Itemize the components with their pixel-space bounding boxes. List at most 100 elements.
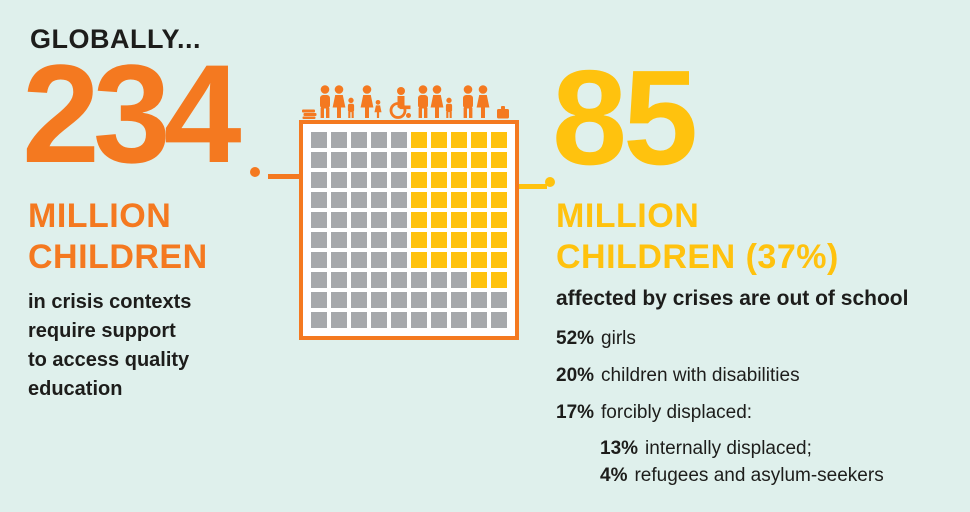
waffle-cell-highlighted bbox=[491, 212, 507, 228]
waffle-cell-base bbox=[391, 152, 407, 168]
text-line: in crisis contexts bbox=[28, 291, 192, 313]
waffle-cell-highlighted bbox=[431, 132, 447, 148]
child-figure-icon bbox=[347, 97, 355, 118]
waffle-cell-base bbox=[371, 292, 387, 308]
child-figure-icon bbox=[374, 99, 382, 118]
wheelchair-user-icon bbox=[389, 87, 411, 119]
waffle-cell-base bbox=[331, 252, 347, 268]
adult-figure-icon bbox=[332, 85, 346, 118]
waffle-cell-base bbox=[371, 252, 387, 268]
waffle-cell-highlighted bbox=[431, 192, 447, 208]
waffle-cell-base bbox=[451, 292, 467, 308]
right-stat-unit-line1: MILLION bbox=[556, 197, 700, 235]
waffle-cell-highlighted bbox=[431, 252, 447, 268]
waffle-cell-base bbox=[451, 312, 467, 328]
breakdown-item: 13% internally displaced; bbox=[600, 437, 884, 461]
waffle-cell-highlighted bbox=[491, 132, 507, 148]
waffle-cell-base bbox=[351, 132, 367, 148]
text-line: education bbox=[28, 378, 123, 400]
waffle-cell-highlighted bbox=[411, 192, 427, 208]
waffle-cell-highlighted bbox=[471, 152, 487, 168]
waffle-cell-base bbox=[331, 212, 347, 228]
waffle-cell-highlighted bbox=[491, 252, 507, 268]
adult-figure-icon bbox=[320, 85, 330, 118]
waffle-cell-highlighted bbox=[431, 172, 447, 188]
breakdown-percent: 20% bbox=[556, 364, 595, 386]
breakdown-percent: 17% bbox=[556, 401, 595, 423]
waffle-cell-base bbox=[351, 172, 367, 188]
suitcase-icon bbox=[497, 106, 509, 119]
breakdown-label: forcibly displaced: bbox=[601, 401, 753, 423]
adult-figure-icon bbox=[430, 85, 444, 118]
adult-figure-icon bbox=[463, 85, 473, 118]
waffle-cell-base bbox=[391, 172, 407, 188]
waffle-cell-base bbox=[311, 132, 327, 148]
waffle-cell-base bbox=[331, 272, 347, 288]
text-line: to access quality bbox=[28, 349, 190, 371]
waffle-cell-base bbox=[311, 212, 327, 228]
page-title: GLOBALLY... bbox=[30, 24, 202, 54]
waffle-cell-base bbox=[491, 312, 507, 328]
waffle-cell-highlighted bbox=[411, 172, 427, 188]
waffle-cell-base bbox=[431, 312, 447, 328]
waffle-cell-base bbox=[471, 312, 487, 328]
breakdown-label: internally displaced; bbox=[645, 438, 812, 460]
child-figure-icon bbox=[445, 97, 453, 118]
waffle-cell-base bbox=[351, 192, 367, 208]
breakdown-item: 52% girls bbox=[556, 327, 884, 351]
waffle-cell-highlighted bbox=[411, 212, 427, 228]
breakdown-percent: 4% bbox=[600, 465, 628, 486]
waffle-cell-base bbox=[331, 132, 347, 148]
waffle-cell-base bbox=[311, 172, 327, 188]
waffle-cell-base bbox=[371, 132, 387, 148]
waffle-cell-base bbox=[351, 232, 367, 248]
waffle-cell-base bbox=[351, 252, 367, 268]
waffle-cell-highlighted bbox=[411, 132, 427, 148]
breakdown-percent: 52% bbox=[556, 328, 595, 349]
waffle-cell-highlighted bbox=[471, 232, 487, 248]
waffle-cell-highlighted bbox=[491, 172, 507, 188]
left-stat-description: in crisis contexts require support to acce… bbox=[28, 288, 191, 404]
waffle-cell-highlighted bbox=[411, 152, 427, 168]
waffle-cell-highlighted bbox=[471, 272, 487, 288]
waffle-cell-base bbox=[471, 292, 487, 308]
waffle-cell-highlighted bbox=[411, 232, 427, 248]
waffle-cell-base bbox=[331, 312, 347, 328]
waffle-cell-base bbox=[391, 232, 407, 248]
waffle-cell-base bbox=[311, 272, 327, 288]
breakdown-label: girls bbox=[601, 328, 636, 349]
right-stat-description: affected by crises are out of school bbox=[556, 287, 909, 310]
waffle-cell-base bbox=[351, 292, 367, 308]
waffle-cell-highlighted bbox=[471, 212, 487, 228]
waffle-cell-base bbox=[371, 212, 387, 228]
waffle-cell-base bbox=[431, 292, 447, 308]
waffle-cell-highlighted bbox=[491, 192, 507, 208]
waffle-cell-highlighted bbox=[431, 152, 447, 168]
waffle-cell-highlighted bbox=[451, 252, 467, 268]
waffle-cell-base bbox=[311, 232, 327, 248]
waffle-cell-highlighted bbox=[491, 272, 507, 288]
waffle-cell-base bbox=[311, 192, 327, 208]
waffle-cell-base bbox=[351, 212, 367, 228]
waffle-cell-highlighted bbox=[491, 232, 507, 248]
waffle-cell-highlighted bbox=[411, 252, 427, 268]
waffle-cell-highlighted bbox=[451, 232, 467, 248]
waffle-cell-highlighted bbox=[451, 152, 467, 168]
waffle-cell-base bbox=[391, 132, 407, 148]
waffle-cell-base bbox=[491, 292, 507, 308]
breakdown-item: 20% children with disabilities bbox=[556, 364, 884, 388]
right-stat-unit-line2: CHILDREN (37%) bbox=[556, 237, 839, 276]
waffle-cell-base bbox=[391, 312, 407, 328]
waffle-cell-base bbox=[431, 272, 447, 288]
left-stat-unit: MILLION CHILDREN bbox=[28, 196, 208, 278]
waffle-cell-base bbox=[371, 312, 387, 328]
waffle-cell-base bbox=[451, 272, 467, 288]
left-stat-unit-line2: CHILDREN bbox=[28, 237, 208, 276]
waffle-cell-base bbox=[351, 312, 367, 328]
breakdown-label: children with disabilities bbox=[601, 364, 800, 386]
right-stat-unit: MILLION CHILDREN (37%) bbox=[556, 196, 839, 278]
waffle-cell-base bbox=[411, 272, 427, 288]
waffle-cell-highlighted bbox=[431, 232, 447, 248]
waffle-cell-base bbox=[371, 172, 387, 188]
right-stat-number: 85 bbox=[552, 42, 698, 193]
